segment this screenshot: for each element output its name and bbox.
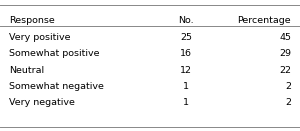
Text: 25: 25 [180, 33, 192, 42]
Text: 1: 1 [183, 82, 189, 91]
Text: 1: 1 [183, 98, 189, 107]
Text: Response: Response [9, 16, 55, 25]
Text: Percentage: Percentage [237, 16, 291, 25]
Text: Somewhat positive: Somewhat positive [9, 49, 100, 58]
Text: Very positive: Very positive [9, 33, 70, 42]
Text: 2: 2 [285, 98, 291, 107]
Text: Somewhat negative: Somewhat negative [9, 82, 104, 91]
Text: 12: 12 [180, 66, 192, 75]
Text: Neutral: Neutral [9, 66, 44, 75]
Text: 16: 16 [180, 49, 192, 58]
Text: No.: No. [178, 16, 194, 25]
Text: 22: 22 [279, 66, 291, 75]
Text: 2: 2 [285, 82, 291, 91]
Text: Very negative: Very negative [9, 98, 75, 107]
Text: 45: 45 [279, 33, 291, 42]
Text: 29: 29 [279, 49, 291, 58]
